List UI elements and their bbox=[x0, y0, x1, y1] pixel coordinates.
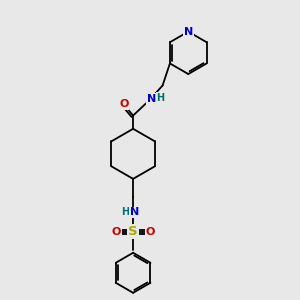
Text: N: N bbox=[130, 207, 139, 218]
Text: H: H bbox=[121, 207, 129, 217]
Text: N: N bbox=[147, 94, 156, 104]
Text: N: N bbox=[184, 27, 193, 37]
Text: O: O bbox=[119, 99, 128, 110]
Text: O: O bbox=[111, 226, 121, 237]
Text: O: O bbox=[146, 226, 155, 237]
Text: S: S bbox=[128, 225, 138, 238]
Text: H: H bbox=[156, 93, 165, 103]
